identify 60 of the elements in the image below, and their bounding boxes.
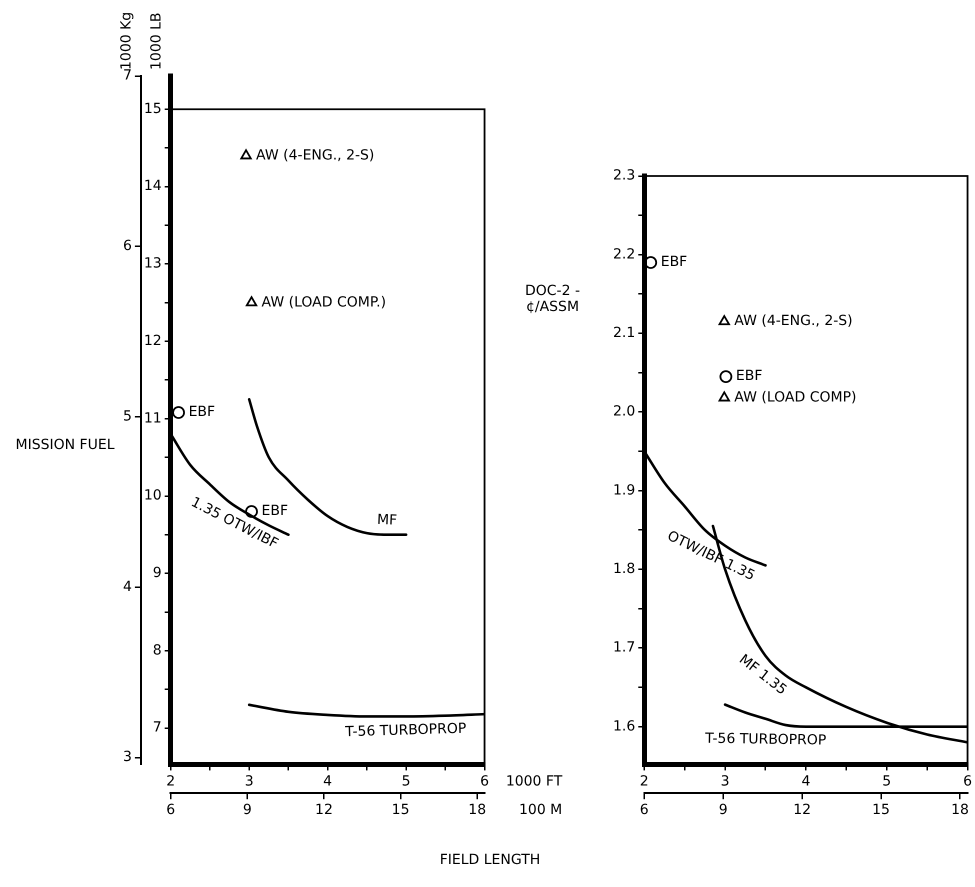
y-tick-label: 15 xyxy=(144,100,162,117)
series-label: AW (4-ENG., 2-S) xyxy=(256,147,374,164)
x-tick-label: 2 xyxy=(640,773,649,790)
series-label: AW (LOAD COMP.) xyxy=(262,294,386,310)
x2-tick-label: 18 xyxy=(468,802,486,818)
x2-axis-title: 100 M xyxy=(519,802,562,818)
x2-tick-label: 9 xyxy=(242,802,252,818)
x-axis-title: 1000 FT xyxy=(506,773,563,790)
y-tick-label: 1.6 xyxy=(613,718,636,734)
y-tick-label: 2.2 xyxy=(613,246,636,262)
y2-tick-label: 4 xyxy=(122,578,132,595)
y-tick-label: 10 xyxy=(144,488,162,504)
x-tick-label: 3 xyxy=(720,773,730,790)
x-tick-label: 5 xyxy=(402,773,411,790)
legend-label: EBF xyxy=(660,254,688,270)
y-tick-label: 1.9 xyxy=(613,482,636,498)
y2-tick-label: 3 xyxy=(122,749,132,766)
x2-tick-label: 18 xyxy=(951,802,969,818)
series-label: T-56 TURBOPROP xyxy=(344,720,467,740)
text: FIELD LENGTH xyxy=(438,852,542,868)
x-tick-label: 4 xyxy=(323,773,332,790)
y-tick-label: 8 xyxy=(152,642,162,658)
y-tick-label: 14 xyxy=(144,178,162,194)
series-label: AW (4-ENG., 2-S) xyxy=(734,313,853,330)
x-tick-label: 3 xyxy=(244,773,254,790)
y-axis-title: 1000 LB xyxy=(148,12,164,70)
y-tick-label: 11 xyxy=(144,410,162,426)
x2-tick-label: 9 xyxy=(718,802,728,818)
y-axis-title: DOC-2 - ¢/ASSM xyxy=(524,283,582,315)
x-tick-label: 6 xyxy=(480,773,490,790)
y-tick-label: 2.0 xyxy=(613,404,636,420)
y2-tick-label: 5 xyxy=(122,408,132,424)
x-tick-label: 5 xyxy=(882,773,892,790)
y2-tick-label: 6 xyxy=(122,238,132,254)
y-tick-label: 1.8 xyxy=(613,560,636,577)
x2-tick-label: 6 xyxy=(640,802,649,818)
series-label: AW (LOAD COMP) xyxy=(734,389,857,406)
y-tick-label: 9 xyxy=(152,564,162,581)
y2-tick-label: 7 xyxy=(122,68,132,84)
y-tick-label: 13 xyxy=(144,256,162,272)
x-tick-label: 6 xyxy=(963,773,972,790)
y-tick-label: 1.7 xyxy=(613,640,636,656)
x-tick-label: 2 xyxy=(166,773,176,790)
y2-axis-title: 1000 Kg xyxy=(118,12,135,70)
y-tick-label: 7 xyxy=(152,720,162,736)
text: EBF xyxy=(736,368,762,384)
x2-tick-label: 6 xyxy=(166,802,176,818)
text: EBF xyxy=(262,503,288,520)
x2-tick-label: 12 xyxy=(315,802,333,818)
series-label: T-56 TURBOPROP xyxy=(704,730,826,749)
x-tick-label: 4 xyxy=(801,773,810,790)
x2-tick-label: 12 xyxy=(793,802,812,818)
legend-label: EBF xyxy=(188,404,216,420)
series-label: MF xyxy=(376,512,398,529)
y-tick-label: 2.3 xyxy=(613,168,636,184)
x2-tick-label: 15 xyxy=(872,802,890,818)
x2-tick-label: 15 xyxy=(392,802,410,818)
y-tick-label: 12 xyxy=(144,332,162,349)
y-tick-label: 2.1 xyxy=(613,324,636,341)
text: MISSION FUEL xyxy=(15,437,115,453)
